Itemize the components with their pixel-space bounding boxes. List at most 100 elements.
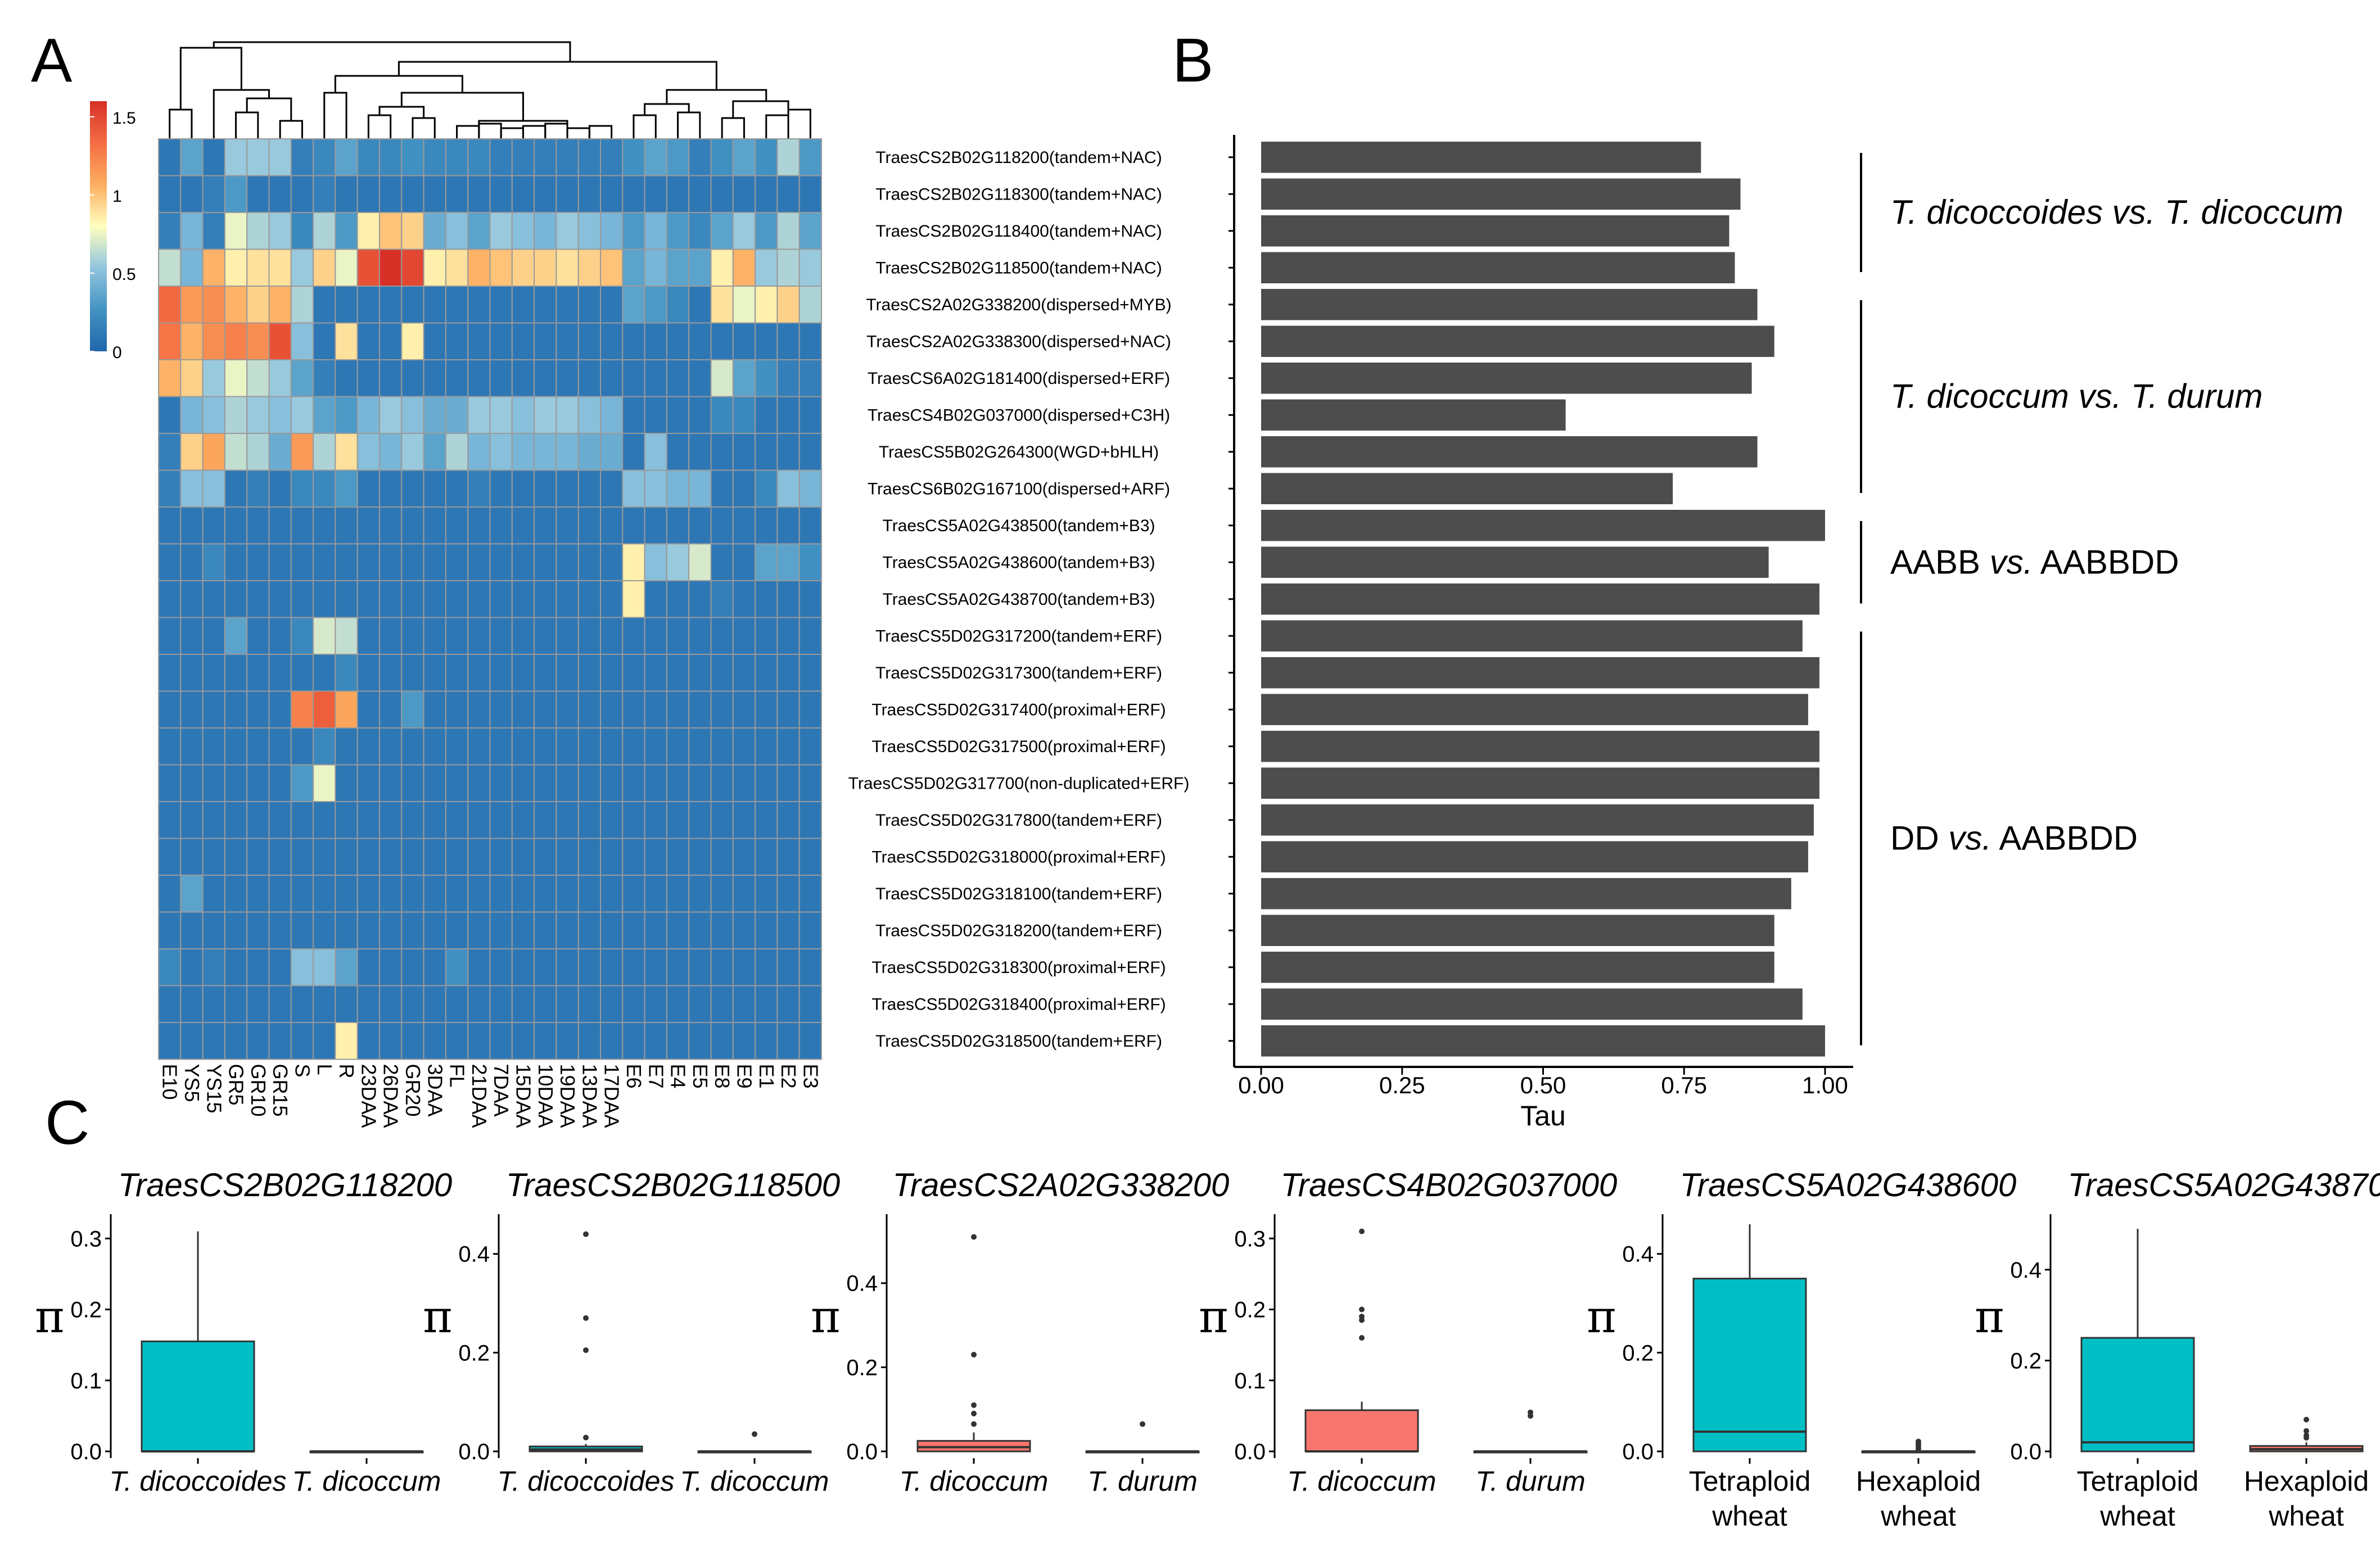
boxplot-y-tick-label: 0.3	[1234, 1227, 1266, 1251]
heatmap-cell	[335, 1022, 358, 1060]
heatmap-cell	[224, 764, 248, 802]
heatmap-cell	[732, 875, 756, 913]
heatmap-cell	[180, 359, 204, 397]
heatmap-cell	[202, 506, 225, 545]
heatmap-column-label: 13DAA	[578, 1064, 601, 1128]
dendrogram-branch	[235, 111, 259, 139]
group-label-part: vs.	[1990, 543, 2033, 581]
heatmap-cell	[511, 580, 535, 618]
boxplot-outlier	[1359, 1228, 1365, 1234]
heatmap-cell	[313, 801, 336, 839]
heatmap-column-label: 7DAA	[490, 1064, 513, 1117]
heatmap-cell	[710, 212, 734, 250]
heatmap-cell	[666, 948, 690, 987]
heatmap-cell	[290, 801, 314, 839]
heatmap-cell	[158, 212, 182, 250]
boxplot-y-axis-title: π	[1199, 1291, 1229, 1343]
heatmap-cell	[467, 248, 491, 287]
heatmap-cell	[577, 1022, 601, 1060]
heatmap-cell	[534, 469, 557, 508]
heatmap-cell	[556, 948, 579, 987]
heatmap-cell	[776, 433, 800, 471]
heatmap-cell	[180, 580, 204, 618]
heatmap-cell	[202, 469, 225, 508]
heatmap-cell	[467, 801, 491, 839]
heatmap-cell	[268, 948, 292, 987]
boxplot-y-tick-label: 0.3	[70, 1227, 102, 1251]
heatmap-cell	[290, 359, 314, 397]
heatmap-cell	[577, 875, 601, 913]
dendrogram-branch	[279, 120, 303, 139]
boxplot-category-label: T. durum	[1087, 1465, 1197, 1497]
heatmap-cell	[644, 433, 667, 471]
heatmap-cell	[688, 396, 712, 434]
heatmap-column-label: E1	[755, 1064, 778, 1089]
heatmap-cell	[313, 396, 336, 434]
heatmap-cell	[268, 286, 292, 324]
heatmap-cell	[356, 543, 381, 581]
heatmap-cell	[798, 764, 822, 802]
heatmap-cell	[556, 875, 579, 913]
heatmap-cell	[379, 433, 403, 471]
heatmap-cell	[600, 212, 624, 250]
heatmap-cell	[732, 1022, 756, 1060]
heatmap-cell	[246, 248, 270, 287]
heatmap-cell	[290, 175, 314, 213]
heatmap-cell	[335, 580, 358, 618]
tau-bar	[1261, 178, 1741, 210]
heatmap-cell	[776, 248, 800, 287]
heatmap-cell	[290, 1022, 314, 1060]
boxplot-gene-title: TraesCS5A02G438700	[2068, 1167, 2380, 1203]
heatmap-cell	[688, 617, 712, 655]
heatmap-cell	[202, 654, 225, 692]
heatmap-cell	[401, 469, 424, 508]
heatmap-cell	[379, 764, 403, 802]
heatmap-cell	[776, 838, 800, 876]
heatmap-cell	[423, 359, 446, 397]
heatmap-cell	[335, 396, 358, 434]
group-label-part: AABBDD	[2033, 543, 2179, 581]
heatmap-cell	[423, 506, 446, 545]
heatmap-cell	[577, 690, 601, 729]
heatmap-cell	[776, 801, 800, 839]
heatmap-cell	[356, 433, 381, 471]
heatmap-cell	[666, 1022, 690, 1060]
dendrogram-branch	[378, 106, 425, 118]
boxplot-y-tick-label: 0.0	[2010, 1440, 2042, 1464]
heatmap-cell	[379, 469, 403, 508]
heatmap-column-label: GR15	[269, 1064, 292, 1117]
heatmap-cell	[158, 801, 182, 839]
heatmap-cell	[622, 248, 645, 287]
heatmap-cell	[776, 506, 800, 545]
heatmap-cell	[356, 248, 381, 287]
heatmap-cell	[732, 948, 756, 987]
legend-tick-label: 1.5	[112, 109, 136, 128]
dendrogram-branch	[765, 114, 789, 139]
tau-bar	[1261, 952, 1774, 983]
heatmap-cell	[511, 764, 535, 802]
heatmap-cell	[776, 727, 800, 766]
heatmap-cell	[534, 617, 557, 655]
heatmap-cell	[489, 543, 513, 581]
dendrogram-branch	[644, 103, 690, 115]
heatmap-cell	[798, 1022, 822, 1060]
heatmap-cell	[798, 727, 822, 766]
heatmap-cell	[423, 690, 446, 729]
heatmap-cell	[755, 617, 778, 655]
heatmap-cell	[379, 138, 403, 177]
heatmap-cell	[688, 1022, 712, 1060]
heatmap-cell	[666, 801, 690, 839]
heatmap-cell	[224, 212, 248, 250]
heatmap-cell	[489, 875, 513, 913]
heatmap-cell	[202, 359, 225, 397]
heatmap-cell	[710, 322, 734, 360]
dendrogram-branch	[787, 108, 811, 139]
heatmap-cell	[158, 396, 182, 434]
heatmap-cell	[732, 359, 756, 397]
heatmap-cell	[335, 138, 358, 177]
heatmap-column-label: L	[313, 1064, 336, 1075]
boxplot-panel: TraesCS5A02G4387000.00.20.4πTetraploidwh…	[1975, 1167, 2380, 1532]
heatmap-cell	[556, 764, 579, 802]
heatmap-cell	[534, 175, 557, 213]
heatmap-cell	[268, 506, 292, 545]
